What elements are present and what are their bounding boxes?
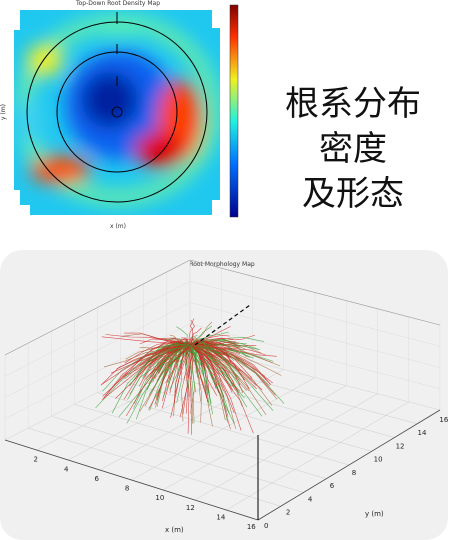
box-line [97,392,350,466]
morphology-y-label: y (m) [365,510,384,518]
box-line [189,281,441,347]
y-tick-label: 4 [308,495,313,503]
box-line [4,281,191,377]
caption-line: 根系分布 [285,84,421,124]
root [181,344,191,422]
x-tick-label: 14 [216,513,225,521]
root [111,344,191,414]
root [189,321,213,346]
morphology-title: Root Morphology Map [189,261,255,268]
root [158,337,191,346]
x-tick-label: 8 [125,485,129,493]
root [124,341,191,364]
y-tick-label: 10 [374,456,383,464]
stem [194,304,251,346]
box-line [189,344,441,411]
box-line [257,409,441,521]
y-tick-label: 0 [264,522,268,530]
root [185,344,192,398]
root [189,342,240,382]
x-tick-label: 10 [155,494,164,502]
root [104,344,191,368]
root [174,344,191,363]
root [189,344,273,364]
root [189,344,197,393]
root [188,344,195,424]
box-3d [4,259,441,521]
root [189,344,222,397]
heatmap-figure: Top-Down Root Density Map x (m) y (m) [0,0,239,230]
y-tick-label: 6 [330,482,335,490]
y-tick-label: 12 [396,442,405,450]
x-tick-label: 16 [247,523,256,531]
root [189,318,195,346]
box-line [4,439,259,521]
root [189,344,257,387]
x-tick-label: 12 [186,504,195,512]
box-line [4,302,191,398]
box-line [194,393,378,501]
root [176,326,191,346]
box-line [4,344,191,441]
root [128,343,191,387]
root [102,344,191,392]
root [189,325,213,346]
root [189,344,242,381]
x-tick-label: 2 [33,456,37,464]
root [189,344,267,415]
morphology-x-label: x (m) [165,526,184,534]
root [189,334,230,346]
x-tick-label: 4 [64,465,69,473]
root [189,340,232,363]
y-tick-label: 2 [286,509,290,517]
box-line [189,323,441,389]
root [187,337,192,347]
caption-line: 及形态 [302,174,404,214]
heatmap-x-label: x (m) [110,223,126,230]
caption-line: 密度 [319,129,387,169]
heatmap-y-label: y (m) [0,104,7,120]
box-line [189,259,441,326]
box-line [189,302,441,368]
box-line [226,401,409,511]
root [189,344,244,373]
root [101,344,191,385]
root [189,344,239,394]
root [189,344,270,387]
root [188,319,195,346]
root [144,341,191,378]
root [189,341,236,346]
y-tick-label: 14 [417,429,426,437]
root [189,342,197,374]
morphology-panel [0,250,448,540]
y-tick-label: 8 [352,469,356,477]
root [156,344,191,381]
heatmap-image [14,10,220,215]
colorbar [229,4,239,218]
root [189,340,212,349]
box-line [163,385,347,491]
root [189,344,212,404]
y-tick-label: 16 [439,416,448,424]
box-line [120,380,372,452]
box-line [4,259,191,356]
root [149,344,191,411]
heatmap-title: Top-Down Root Density Map [75,0,160,7]
x-tick-label: 6 [94,475,99,483]
root-system [95,318,285,435]
box-line [143,368,395,438]
root [189,344,248,408]
root [134,344,191,404]
root [177,341,191,376]
